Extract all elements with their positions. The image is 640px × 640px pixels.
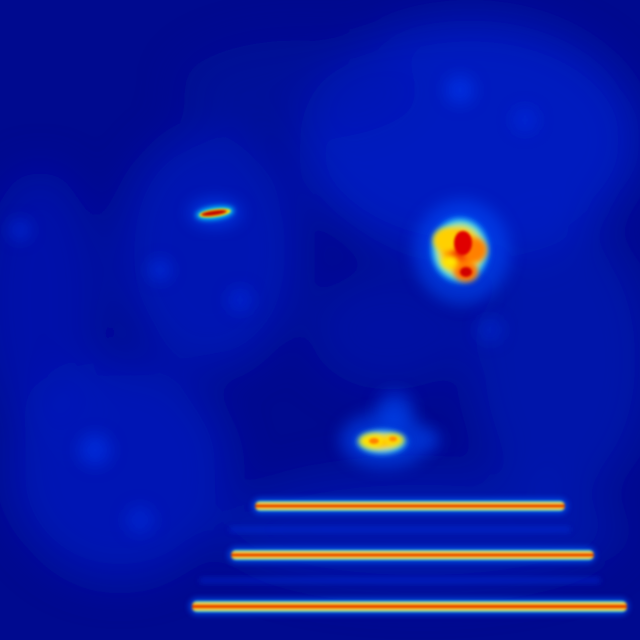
ghost-lines: [200, 527, 600, 583]
stripe-top: [252, 498, 568, 514]
hotspot-large: [414, 200, 510, 304]
speckle-layer: [10, 76, 537, 534]
hotspot-medium: [340, 412, 430, 468]
stripe-middle: [228, 547, 596, 563]
hotspot-small: [189, 199, 241, 227]
stripe-bottom: [189, 598, 629, 615]
